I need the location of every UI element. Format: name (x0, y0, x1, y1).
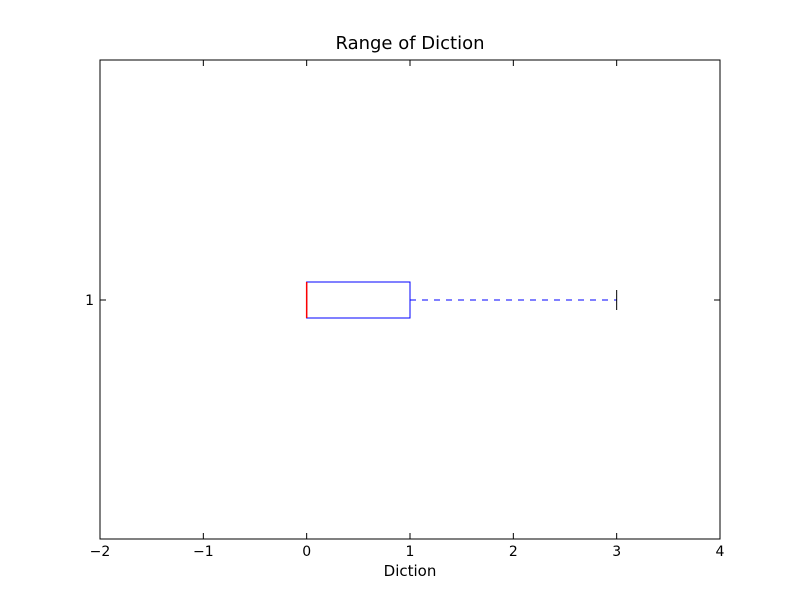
chart-title: Range of Diction (335, 33, 484, 54)
x-tick-label: 0 (302, 544, 311, 560)
x-tick-label: −1 (193, 544, 214, 560)
x-tick-label: 2 (509, 544, 518, 560)
x-tick-label: −2 (90, 544, 111, 560)
boxplot-series (305, 281, 618, 319)
x-axis: −2 −1 0 1 2 3 4 (90, 60, 725, 560)
x-axis-label: Diction (384, 562, 437, 580)
x-tick-label: 3 (612, 544, 621, 560)
y-tick-label: 1 (85, 293, 94, 309)
x-tick-label: 4 (716, 544, 725, 560)
y-axis: 1 (85, 293, 720, 309)
x-tick-label: 1 (406, 544, 415, 560)
